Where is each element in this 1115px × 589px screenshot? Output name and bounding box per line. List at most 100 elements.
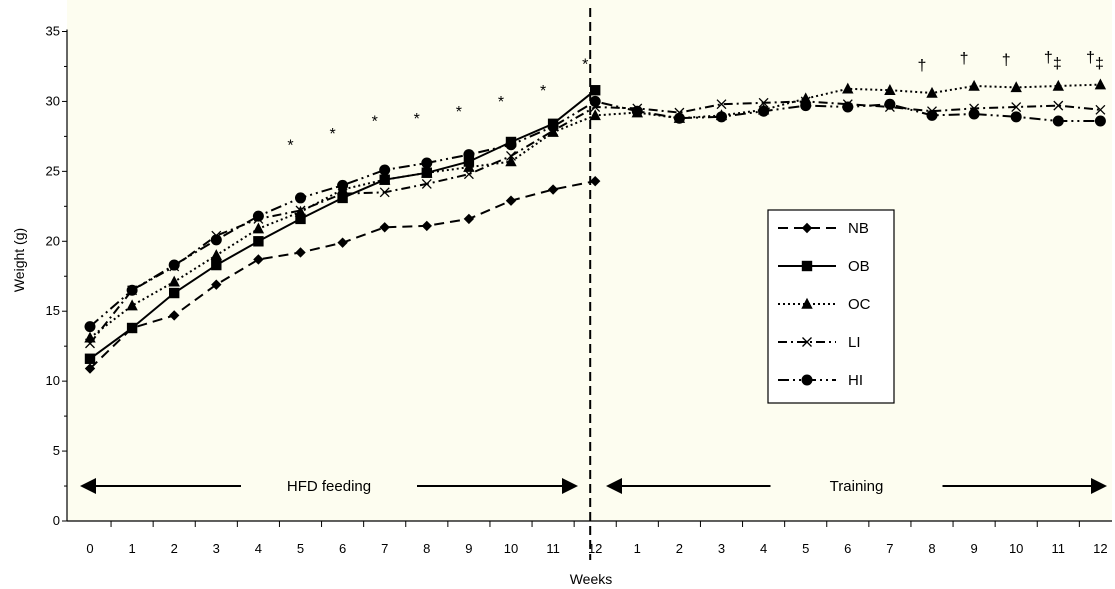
x-tick-label: 6 [844, 541, 851, 556]
legend-item-nb: NB [778, 220, 869, 237]
data-point-nb [337, 237, 348, 248]
legend-marker-li [802, 337, 812, 347]
x-tick-label: 7 [381, 541, 388, 556]
data-point-li [421, 178, 432, 189]
annotation-dagger: † [918, 58, 927, 75]
data-point-nb [253, 254, 264, 265]
data-point-nb [169, 310, 180, 321]
data-point-li [1095, 104, 1106, 115]
data-point-hi [884, 98, 896, 110]
data-point-hi [800, 100, 812, 112]
data-point-oc [968, 79, 980, 91]
annotation-dagger: † [960, 51, 969, 68]
legend-marker-oc [801, 297, 813, 309]
x-tick-label: 10 [1009, 541, 1023, 556]
legend-marker-nb [801, 222, 813, 234]
data-point-hi [1094, 115, 1106, 127]
legend-item-li: LI [778, 334, 861, 351]
data-point-li [506, 151, 516, 161]
data-point-hi [463, 149, 475, 161]
data-point-oc [463, 160, 475, 172]
data-point-ob [590, 85, 601, 96]
data-point-li [295, 205, 306, 216]
y-tick-label: 20 [46, 233, 60, 248]
x-tick-label: 0 [86, 541, 93, 556]
x-tick-label: 6 [339, 541, 346, 556]
data-point-oc [252, 222, 265, 234]
data-point-hi [126, 284, 138, 296]
annotation-double-dagger: ‡ [1053, 55, 1062, 72]
legend-item-oc: OC [778, 296, 871, 313]
data-point-li [85, 338, 95, 349]
x-tick-label: 2 [171, 541, 178, 556]
x-tick-label: 2 [676, 541, 683, 556]
data-point-oc [168, 275, 180, 287]
legend-label-ob: OB [848, 258, 870, 275]
data-point-oc [884, 84, 896, 95]
data-point-hi [631, 105, 643, 117]
x-tick-label: 1 [128, 541, 135, 556]
x-tick-label: 12 [588, 541, 602, 556]
data-point-hi [926, 109, 938, 121]
annotation-asterisk: * [582, 56, 588, 73]
annotation-double-dagger: ‡ [1095, 55, 1104, 72]
phase-arrow-right-head [1091, 478, 1107, 495]
y-tick-label: 0 [53, 513, 60, 528]
data-point-nb [590, 175, 601, 187]
annotation-dagger: † [1086, 49, 1095, 66]
y-axis-title: Weight (g) [11, 228, 27, 292]
data-point-li [463, 169, 474, 180]
annotation-dagger: † [1044, 49, 1053, 66]
y-tick-label: 25 [46, 163, 60, 178]
data-point-nb [379, 222, 390, 233]
data-point-li [1011, 102, 1022, 112]
data-point-hi [337, 179, 349, 191]
phase-label: Training [830, 478, 884, 495]
data-point-ob [211, 259, 222, 271]
data-point-nb [295, 247, 306, 258]
annotation-asterisk: * [456, 104, 462, 121]
legend-label-li: LI [848, 334, 861, 351]
x-tick-label: 7 [886, 541, 893, 556]
legend-marker-hi [801, 374, 813, 386]
data-point-oc [505, 155, 517, 167]
data-point-hi [758, 105, 770, 117]
data-point-nb [211, 279, 222, 290]
data-point-hi [673, 112, 685, 124]
y-tick-label: 5 [53, 443, 60, 458]
data-point-hi [842, 101, 854, 113]
data-point-ob [84, 353, 96, 364]
x-tick-label: 8 [423, 541, 430, 556]
x-tick-label: 5 [802, 541, 809, 556]
data-point-oc [926, 86, 938, 98]
legend: NB OB OC LI HI [767, 209, 895, 404]
data-point-oc [210, 249, 222, 260]
x-tick-label: 10 [504, 541, 518, 556]
series-hi [84, 95, 1106, 333]
data-point-hi [295, 192, 306, 204]
data-point-oc [1052, 79, 1064, 91]
data-point-nb [421, 220, 432, 232]
data-point-hi [589, 95, 601, 107]
data-point-li [1053, 100, 1064, 111]
data-point-hi [716, 111, 727, 123]
data-point-ob [253, 236, 264, 247]
data-point-nb [547, 184, 559, 195]
y-tick-label: 30 [46, 93, 60, 108]
data-point-hi [84, 321, 96, 333]
x-tick-label: 3 [718, 541, 725, 556]
data-point-hi [421, 157, 433, 169]
legend-label-oc: OC [848, 296, 871, 313]
data-point-oc [842, 82, 854, 94]
data-point-hi [210, 234, 222, 246]
x-tick-label: 11 [1052, 541, 1066, 556]
legend-marker-ob [801, 260, 813, 272]
data-point-li [758, 97, 769, 108]
x-tick-label: 4 [255, 541, 262, 556]
y-tick-label: 35 [46, 24, 60, 39]
legend-item-ob: OB [778, 258, 870, 275]
data-point-oc [1094, 78, 1107, 90]
data-point-li [379, 187, 390, 198]
x-tick-label: 9 [970, 541, 977, 556]
